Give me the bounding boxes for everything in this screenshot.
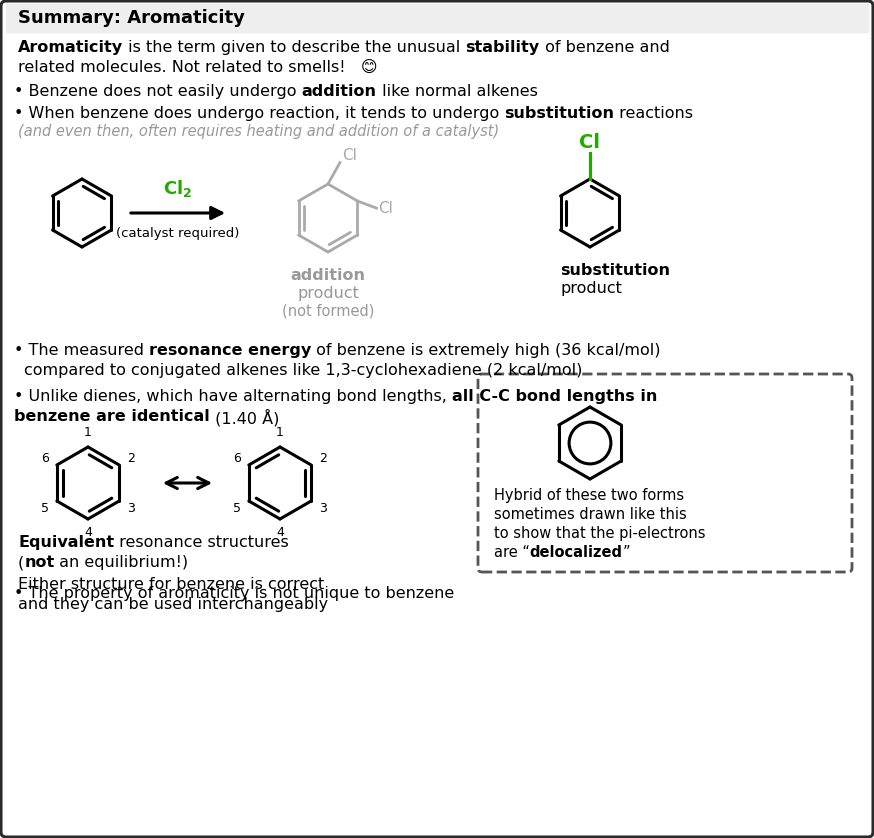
Text: and they can be used interchangeably: and they can be used interchangeably — [18, 597, 328, 612]
FancyBboxPatch shape — [478, 374, 852, 572]
Text: stability: stability — [466, 40, 539, 55]
Text: 6: 6 — [41, 452, 49, 464]
Text: 3: 3 — [319, 501, 327, 515]
Text: Summary: Aromaticity: Summary: Aromaticity — [18, 9, 245, 27]
Text: an equilibrium!): an equilibrium!) — [54, 555, 189, 570]
Bar — [6, 4, 868, 32]
Text: are “: are “ — [494, 545, 530, 560]
Text: 5: 5 — [41, 501, 49, 515]
Text: 4: 4 — [84, 526, 92, 540]
Text: 6: 6 — [232, 452, 240, 464]
Text: of benzene and: of benzene and — [539, 40, 669, 55]
Text: Equivalent: Equivalent — [18, 535, 114, 550]
Text: addition: addition — [290, 268, 365, 283]
Text: product: product — [297, 286, 359, 301]
Text: • When benzene does undergo reaction, it tends to undergo: • When benzene does undergo reaction, it… — [14, 106, 504, 121]
Text: • Unlike dienes, which have alternating bond lengths,: • Unlike dienes, which have alternating … — [14, 389, 452, 404]
Text: substitution: substitution — [504, 106, 614, 121]
Text: all C-C bond lengths in: all C-C bond lengths in — [452, 389, 657, 404]
Text: Aromaticity: Aromaticity — [18, 40, 123, 55]
Text: 3: 3 — [128, 501, 135, 515]
Text: sometimes drawn like this: sometimes drawn like this — [494, 507, 687, 522]
Text: compared to conjugated alkenes like 1,3-cyclohexadiene (2 kcal/mol): compared to conjugated alkenes like 1,3-… — [24, 363, 582, 378]
Text: 5: 5 — [232, 501, 240, 515]
Text: is the term given to describe the unusual: is the term given to describe the unusua… — [123, 40, 466, 55]
Text: delocalized: delocalized — [530, 545, 623, 560]
Text: Hybrid of these two forms: Hybrid of these two forms — [494, 488, 684, 503]
Text: of benzene is extremely high (36 kcal/mol): of benzene is extremely high (36 kcal/mo… — [311, 343, 661, 358]
Text: (1.40 Å): (1.40 Å) — [210, 409, 279, 427]
Text: (: ( — [18, 555, 24, 570]
Text: reactions: reactions — [614, 106, 693, 121]
Text: to show that the pi-electrons: to show that the pi-electrons — [494, 526, 705, 541]
Text: 2: 2 — [128, 452, 135, 464]
Text: substitution: substitution — [560, 263, 670, 278]
Text: Cl: Cl — [342, 147, 357, 163]
Text: product: product — [560, 281, 622, 296]
Text: benzene are identical: benzene are identical — [14, 409, 210, 424]
Text: • Benzene does not easily undergo: • Benzene does not easily undergo — [14, 84, 302, 99]
Text: addition: addition — [302, 84, 377, 99]
Text: $\mathbf{Cl_2}$: $\mathbf{Cl_2}$ — [163, 178, 192, 199]
Text: resonance structures: resonance structures — [114, 535, 289, 550]
Text: ”: ” — [623, 545, 630, 560]
Text: • The property of aromaticity is not unique to benzene: • The property of aromaticity is not uni… — [14, 586, 454, 601]
Text: resonance energy: resonance energy — [149, 343, 311, 358]
Text: (and even then, often requires heating and addition of a catalyst): (and even then, often requires heating a… — [18, 124, 499, 139]
Text: 2: 2 — [319, 452, 327, 464]
Text: like normal alkenes: like normal alkenes — [377, 84, 538, 99]
Text: • The measured: • The measured — [14, 343, 149, 358]
Text: 1: 1 — [276, 427, 284, 439]
Text: Cl: Cl — [378, 200, 393, 215]
Text: (not formed): (not formed) — [281, 304, 374, 319]
Text: Cl: Cl — [579, 132, 600, 152]
Text: not: not — [24, 555, 54, 570]
Text: 1: 1 — [84, 427, 92, 439]
Text: 4: 4 — [276, 526, 284, 540]
Text: Either structure for benzene is correct: Either structure for benzene is correct — [18, 577, 324, 592]
Text: (catalyst required): (catalyst required) — [116, 227, 239, 240]
Text: related molecules. Not related to smells!   😊: related molecules. Not related to smells… — [18, 60, 378, 75]
